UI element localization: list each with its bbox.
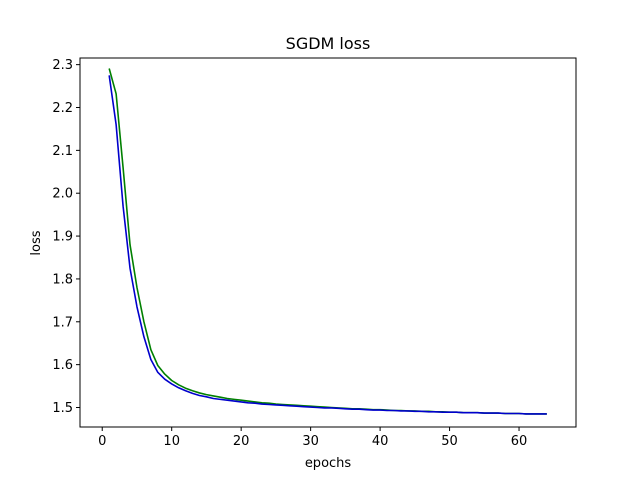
y-tick-label: 2.1 [52,144,73,159]
y-tick-label: 1.5 [52,401,73,416]
x-tick-label: 40 [372,434,389,449]
y-axis: 1.5 1.6 1.7 1.8 1.9 2.0 2.1 2.2 2.3 [52,58,80,416]
series-line-1 [108,68,547,415]
y-tick-label: 2.3 [52,58,73,73]
plot-frame [79,57,577,428]
y-tick-label: 2.2 [52,101,73,116]
x-tick-label: 30 [302,434,319,449]
y-tick-label: 2.0 [52,187,73,202]
x-tick-label: 50 [441,434,458,449]
plot-area [108,68,547,415]
x-axis: 0 10 20 30 40 50 60 [98,427,527,449]
y-tick-label: 1.7 [52,315,73,330]
x-tick-label: 0 [98,434,106,449]
y-tick-label: 1.9 [52,230,73,245]
chart-title: SGDM loss [286,34,371,53]
x-tick-label: 60 [511,434,528,449]
y-tick-label: 1.8 [52,272,73,287]
series-line-2 [108,75,547,415]
x-axis-label: epochs [305,456,352,471]
y-axis-label: loss [29,230,44,255]
y-tick-label: 1.6 [52,358,73,373]
x-tick-label: 10 [163,434,180,449]
x-tick-label: 20 [233,434,250,449]
